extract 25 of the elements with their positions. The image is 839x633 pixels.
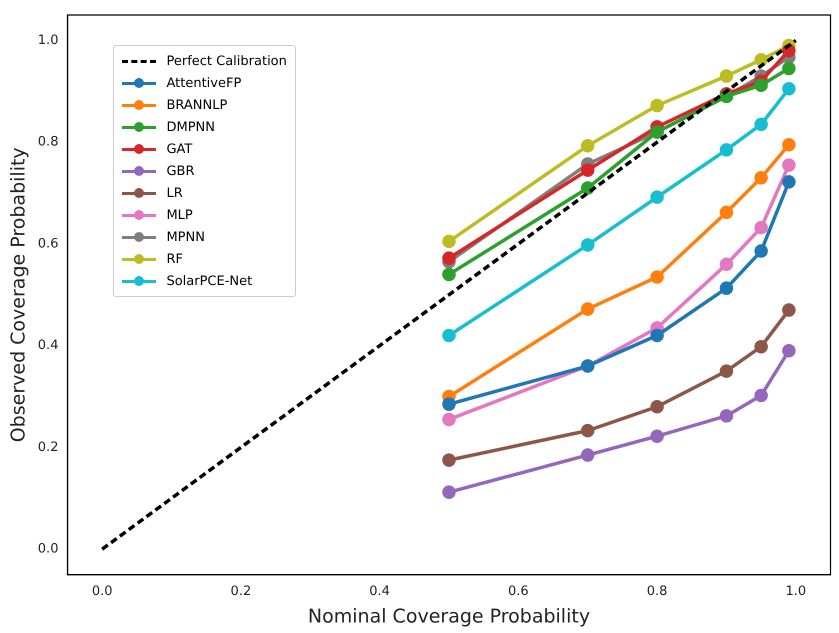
legend-label: BRANNLP: [166, 98, 228, 112]
x-axis-title: Nominal Coverage Probability: [308, 606, 590, 628]
x-tick-label: 0.2: [230, 584, 252, 599]
x-tick-label: 0.4: [369, 584, 390, 599]
x-tick-label: 0.8: [646, 584, 668, 599]
legend-label: RF: [166, 252, 183, 266]
legend-label: MLP: [166, 208, 193, 222]
legend-label: SolarPCE-Net: [166, 274, 252, 288]
y-axis-title: Observed Coverage Probability: [7, 147, 30, 442]
x-tick-label: 1.0: [785, 584, 806, 599]
y-tick-label: 0.4: [38, 338, 58, 354]
legend-label: DMPNN: [166, 120, 215, 134]
legend-label: GAT: [166, 142, 192, 156]
y-tick-label: 0.0: [38, 542, 58, 557]
y-tick-label: 1.0: [38, 32, 58, 48]
legend-label: AttentiveFP: [166, 76, 242, 90]
legend-label: GBR: [166, 164, 194, 178]
y-tick-label: 0.2: [38, 440, 58, 455]
x-tick-label: 0.0: [92, 584, 112, 599]
x-tick-label: 0.6: [508, 584, 529, 599]
y-tick-label: 0.6: [38, 236, 58, 252]
legend-label: Perfect Calibration: [166, 54, 287, 68]
y-tick-label: 0.8: [38, 134, 58, 150]
legend-label: LR: [166, 186, 183, 200]
legend-label: MPNN: [166, 230, 205, 244]
